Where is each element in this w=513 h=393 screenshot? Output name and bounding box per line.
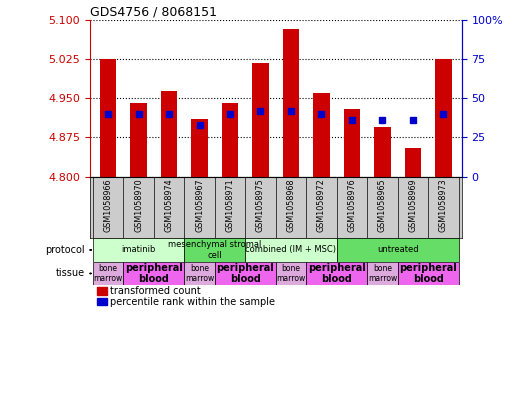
Text: bone
marrow: bone marrow — [93, 264, 123, 283]
Text: transformed count: transformed count — [110, 286, 201, 296]
Bar — [184, 262, 215, 285]
Bar — [374, 127, 391, 176]
Bar — [283, 29, 300, 176]
Bar — [252, 62, 269, 176]
Text: GSM1058972: GSM1058972 — [317, 178, 326, 232]
Bar — [276, 262, 306, 285]
Bar — [161, 91, 177, 176]
Text: GSM1058974: GSM1058974 — [165, 178, 173, 232]
Text: GDS4756 / 8068151: GDS4756 / 8068151 — [90, 6, 217, 18]
Text: GSM1058965: GSM1058965 — [378, 178, 387, 232]
Text: GSM1058966: GSM1058966 — [104, 178, 112, 232]
Bar — [306, 262, 367, 285]
Bar — [367, 262, 398, 285]
Text: GSM1058968: GSM1058968 — [286, 178, 295, 232]
Text: GSM1058970: GSM1058970 — [134, 178, 143, 232]
Bar — [130, 103, 147, 176]
Text: GSM1058976: GSM1058976 — [347, 178, 357, 232]
Bar — [337, 238, 459, 262]
Bar — [435, 59, 452, 176]
Bar — [405, 148, 421, 176]
Text: peripheral
blood: peripheral blood — [399, 263, 457, 284]
Text: percentile rank within the sample: percentile rank within the sample — [110, 297, 275, 307]
Bar — [398, 262, 459, 285]
Text: peripheral
blood: peripheral blood — [125, 263, 183, 284]
Bar — [222, 103, 239, 176]
Text: peripheral
blood: peripheral blood — [308, 263, 366, 284]
Bar — [100, 59, 116, 176]
Text: GSM1058975: GSM1058975 — [256, 178, 265, 232]
Text: peripheral
blood: peripheral blood — [216, 263, 274, 284]
Bar — [123, 262, 184, 285]
Text: GSM1058971: GSM1058971 — [226, 178, 234, 232]
Bar — [93, 238, 184, 262]
Bar — [97, 287, 107, 295]
Text: tissue: tissue — [55, 268, 85, 279]
Text: combined (IM + MSC): combined (IM + MSC) — [246, 246, 337, 254]
Text: GSM1058973: GSM1058973 — [439, 178, 448, 232]
Bar — [191, 119, 208, 176]
Bar — [184, 238, 245, 262]
Text: GSM1058969: GSM1058969 — [408, 178, 418, 232]
Text: untreated: untreated — [377, 246, 419, 254]
Text: bone
marrow: bone marrow — [368, 264, 397, 283]
Text: protocol: protocol — [45, 245, 85, 255]
Text: bone
marrow: bone marrow — [277, 264, 306, 283]
Text: imatinib: imatinib — [122, 246, 156, 254]
Bar — [344, 108, 360, 176]
Bar — [313, 93, 330, 176]
Bar — [215, 262, 276, 285]
Text: GSM1058967: GSM1058967 — [195, 178, 204, 232]
Text: bone
marrow: bone marrow — [185, 264, 214, 283]
Bar — [97, 298, 107, 305]
Text: mesenchymal stromal
cell: mesenchymal stromal cell — [168, 240, 262, 260]
Bar — [245, 238, 337, 262]
Bar — [93, 262, 123, 285]
